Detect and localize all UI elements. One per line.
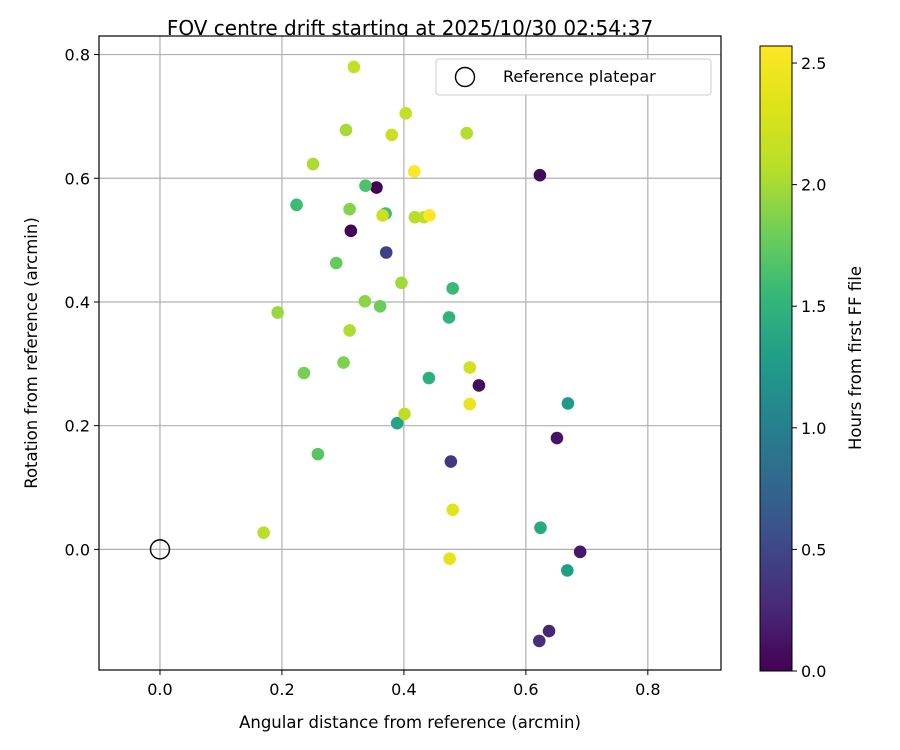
x-tick-label: 0.6 <box>513 680 538 699</box>
data-point <box>534 521 547 535</box>
data-point <box>344 224 358 238</box>
x-tick-label: 0.4 <box>391 680 416 699</box>
data-point <box>408 210 422 224</box>
legend-label: Reference platepar <box>503 67 656 86</box>
data-point <box>561 564 574 577</box>
data-point <box>343 324 356 337</box>
colorbar-tick-label: 0.5 <box>801 540 826 559</box>
plot-frame <box>98 35 722 671</box>
data-point <box>379 246 393 259</box>
plot-area <box>99 36 721 670</box>
data-point <box>423 209 436 222</box>
data-point <box>443 552 456 565</box>
legend-marker-icon <box>454 66 476 88</box>
x-axis-label: Angular distance from reference (arcmin) <box>239 713 581 732</box>
y-tick-label: 0.8 <box>65 46 90 65</box>
colorbar-ticks: 0.0 0.5 1.0 1.5 2.0 2.5 <box>792 54 826 681</box>
data-point <box>311 447 325 461</box>
data-point <box>542 624 556 638</box>
y-tick-label: 0.0 <box>65 540 90 559</box>
y-axis-ticks: 0.0 0.2 0.4 0.6 0.8 <box>65 46 99 559</box>
data-point <box>359 179 372 192</box>
data-point <box>550 431 564 445</box>
colorbar-tick-label: 2.0 <box>801 176 826 195</box>
data-point <box>385 128 399 142</box>
data-point <box>472 379 486 392</box>
data-point <box>347 60 361 74</box>
colorbar-tick-label: 1.0 <box>801 419 826 438</box>
data-point <box>373 300 387 313</box>
data-point <box>407 165 421 178</box>
data-point <box>290 198 303 212</box>
data-point <box>271 306 284 319</box>
data-point <box>446 503 459 517</box>
data-point <box>306 157 320 171</box>
data-point <box>463 361 477 374</box>
colorbar-tick-label: 2.5 <box>801 54 826 73</box>
data-point <box>395 276 408 290</box>
data-point <box>573 545 587 559</box>
data-point <box>297 366 311 380</box>
reference-platepar-marker <box>149 539 171 560</box>
data-point <box>422 371 436 385</box>
colorbar-tick-label: 0.0 <box>801 662 826 681</box>
data-point <box>532 634 546 648</box>
data-point <box>329 256 343 270</box>
data-point <box>370 181 383 194</box>
data-point <box>399 107 413 120</box>
data-point <box>337 356 350 369</box>
data-point <box>376 209 389 222</box>
colorbar-tick-label: 1.5 <box>801 297 826 316</box>
data-point <box>343 202 356 216</box>
colorbar-label: Hours from first FF file <box>846 266 865 450</box>
grid-lines <box>99 36 721 670</box>
data-point <box>561 397 575 410</box>
data-point <box>398 407 411 421</box>
data-point <box>257 526 270 539</box>
y-tick-label: 0.2 <box>65 417 90 436</box>
x-tick-label: 0.0 <box>147 680 172 699</box>
data-point <box>533 168 547 182</box>
y-tick-label: 0.4 <box>65 293 90 312</box>
x-tick-label: 0.2 <box>269 680 294 699</box>
data-point <box>390 416 404 430</box>
data-point <box>446 282 459 295</box>
data-points <box>257 60 587 648</box>
data-point <box>339 123 353 137</box>
data-point <box>358 295 372 308</box>
colorbar <box>759 45 793 672</box>
y-axis-label: Rotation from reference (arcmin) <box>22 217 41 489</box>
x-tick-label: 0.8 <box>635 680 660 699</box>
data-point <box>463 397 477 411</box>
data-point <box>460 126 474 140</box>
x-axis-ticks: 0.0 0.2 0.4 0.6 0.8 <box>147 670 661 699</box>
reference-marker-group <box>149 539 171 560</box>
legend: Reference platepar <box>435 58 712 96</box>
data-point <box>442 311 456 324</box>
data-point <box>444 455 458 468</box>
y-tick-label: 0.6 <box>65 169 90 188</box>
legend-box <box>435 58 712 96</box>
